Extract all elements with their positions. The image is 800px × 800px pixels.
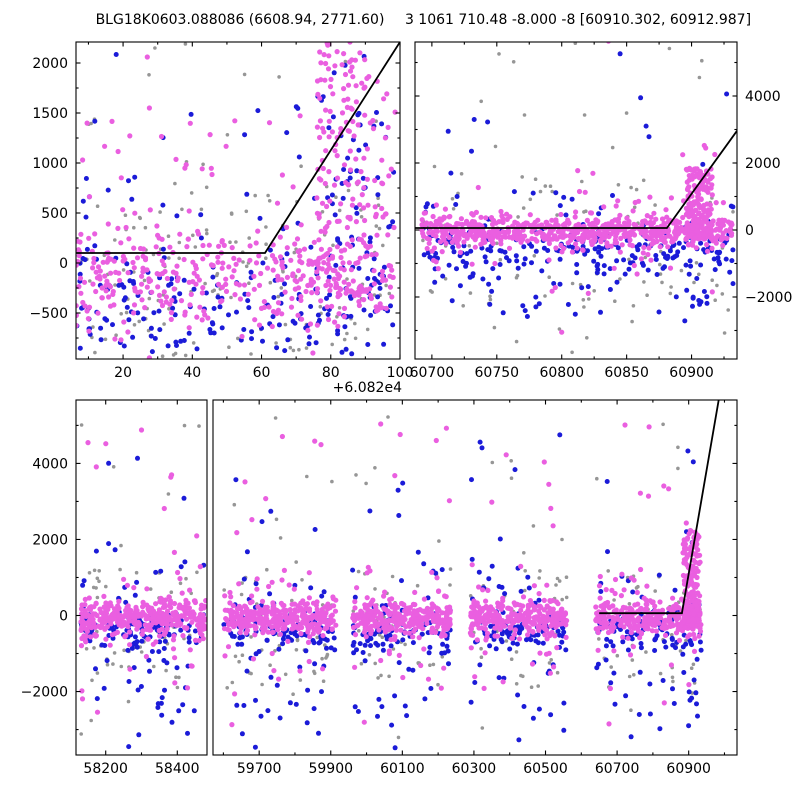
y-tick-label: 2000 [32, 532, 68, 548]
top-left-points-layer [76, 42, 398, 359]
x-tick-label: 60850 [604, 365, 649, 381]
y-tick-label: 500 [41, 206, 68, 222]
bottom-points-layer [78, 415, 704, 751]
x-tick-label: 60300 [452, 761, 497, 777]
plot-title-right: 3 1061 710.48 -8.000 -8 [60910.302, 6091… [404, 12, 752, 28]
x-tick-label: 60800 [539, 365, 584, 381]
x-tick-label: 59900 [308, 761, 353, 777]
x-tick-label: 59700 [237, 761, 282, 777]
x-tick-label: 58400 [155, 761, 200, 777]
x-tick-label: 60500 [523, 761, 568, 777]
y-tick-label: 4000 [745, 89, 781, 105]
top-left-violet-points [76, 42, 398, 359]
x-tick-label: 60900 [666, 761, 711, 777]
top-left-tick-labels: 20 40 60 80 100 −500 0 500 1000 1500 2000 +6.082e4 [30, 56, 414, 396]
x-tick-label: 60700 [595, 761, 640, 777]
top-right-model-line [415, 130, 737, 229]
x-tick-label: 60900 [669, 365, 714, 381]
top-left-model-line [76, 42, 400, 254]
y-tick-label: 0 [59, 609, 68, 625]
y-tick-label: 2000 [32, 56, 68, 72]
y-tick-label: −500 [30, 306, 68, 322]
bottom-model-line [599, 400, 720, 615]
top-right-violet-points [419, 42, 735, 335]
plot-title-left: BLG18K0603.088086 (6608.94, 2771.60) [95, 12, 385, 28]
x-tick-label: 40 [183, 365, 201, 381]
x-tick-label: 60750 [475, 365, 520, 381]
x-tick-label: 60100 [380, 761, 425, 777]
x-tick-label: 20 [114, 365, 132, 381]
x-tick-label: 58200 [83, 761, 128, 777]
bottom-violet-points [221, 421, 704, 728]
x-tick-label: 80 [322, 365, 340, 381]
y-tick-label: 0 [745, 223, 754, 239]
y-tick-label: 4000 [32, 456, 68, 472]
top-right-axes [414, 41, 738, 360]
bottom-axes [75, 399, 738, 756]
bottom-tick-labels: 58200 58400 59700 59900 60100 60300 60500 60700… [21, 456, 711, 777]
top-right-points-layer [419, 42, 736, 355]
top-right-tick-labels: 60700 60750 60800 60850 60900 −2000 0 2000 4000 [410, 89, 793, 381]
y-tick-label: −2000 [745, 290, 792, 306]
y-tick-label: 2000 [745, 156, 781, 172]
x-tick-label: 100 [387, 365, 414, 381]
y-tick-label: 1500 [32, 106, 68, 122]
y-tick-label: −2000 [21, 685, 68, 701]
x-tick-label: 60 [253, 365, 271, 381]
top-right-gray-points [421, 42, 735, 355]
bottom-violet-points [78, 427, 207, 715]
axis-offset-label: +6.082e4 [333, 380, 402, 396]
y-tick-label: 1000 [32, 156, 68, 172]
y-tick-label: 0 [59, 256, 68, 272]
top-left-axes [75, 41, 401, 360]
x-tick-label: 60700 [410, 365, 455, 381]
